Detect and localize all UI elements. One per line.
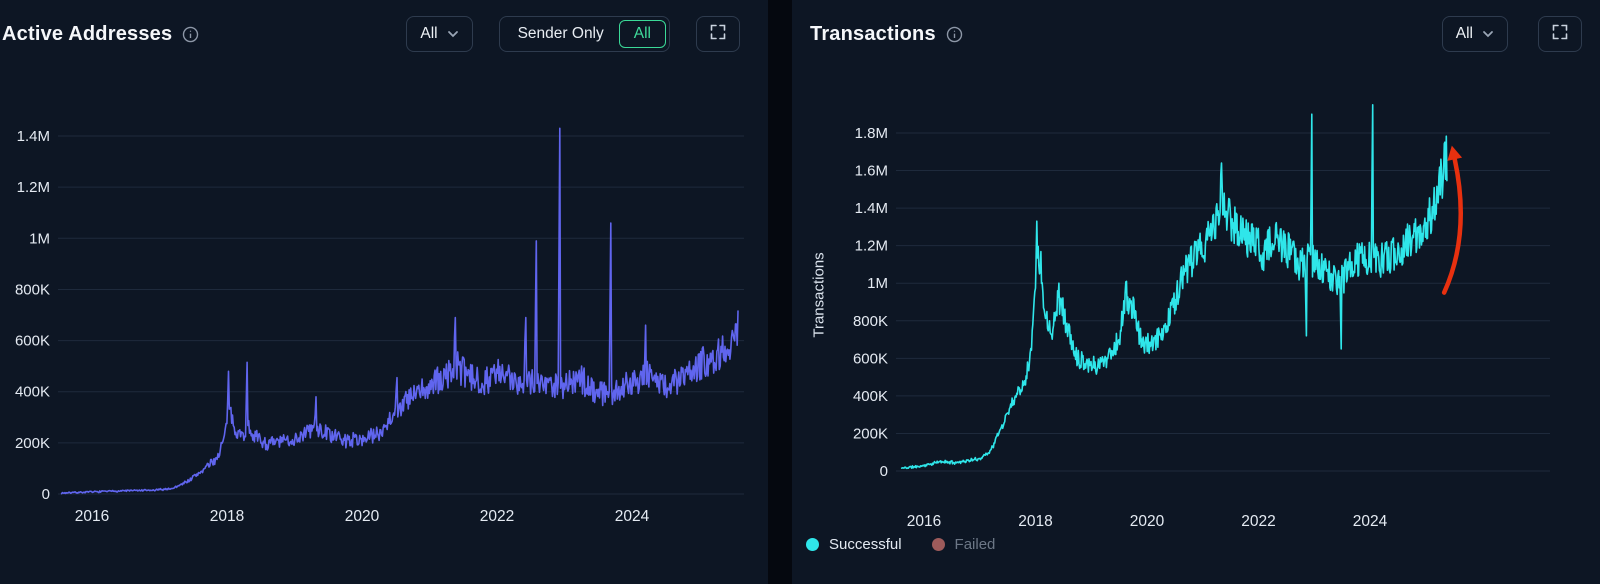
fullscreen-button[interactable] [1538, 16, 1582, 52]
legend-item-successful[interactable]: Successful [806, 536, 902, 553]
failed-dot-icon [931, 538, 945, 551]
info-icon[interactable] [946, 26, 963, 43]
fullscreen-button[interactable] [696, 16, 740, 52]
chevron-down-icon [447, 25, 459, 43]
active-addresses-chart-area[interactable] [0, 88, 768, 568]
active-addresses-header: Active Addresses All Send [0, 12, 768, 56]
legend-label: Failed [954, 536, 996, 553]
segment-sender-only[interactable]: Sender Only [517, 25, 604, 42]
range-dropdown-label: All [420, 25, 438, 42]
page-title-transactions: Transactions [810, 22, 936, 45]
transactions-header: Transactions All [792, 12, 1600, 56]
fullscreen-icon [1552, 24, 1568, 45]
fullscreen-icon [710, 24, 726, 45]
transactions-panel: Transactions All [792, 0, 1600, 584]
legend-label: Successful [829, 536, 902, 553]
active-addresses-panel: Active Addresses All Send [0, 0, 768, 584]
legend: Successful Failed [806, 536, 995, 553]
range-dropdown[interactable]: All [1441, 16, 1508, 52]
successful-dot-icon [806, 538, 819, 551]
range-dropdown[interactable]: All [406, 16, 473, 52]
info-icon[interactable] [182, 26, 199, 43]
sender-filter-segmented: Sender Only All [498, 16, 670, 52]
legend-item-failed[interactable]: Failed [931, 536, 996, 553]
segment-all[interactable]: All [618, 20, 666, 48]
chevron-down-icon [1482, 25, 1494, 43]
transactions-chart-area[interactable] [792, 88, 1600, 568]
page-title: Active Addresses [2, 22, 173, 45]
range-dropdown-label: All [1455, 25, 1473, 42]
